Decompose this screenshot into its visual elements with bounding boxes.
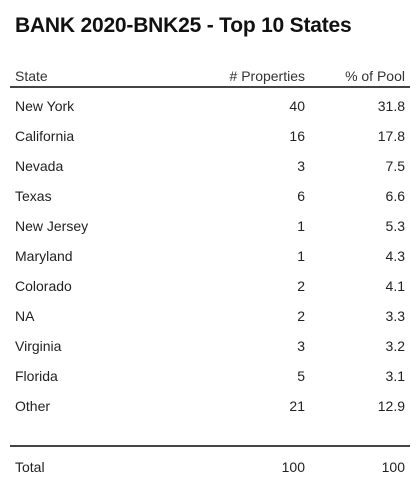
row-pool: 3.3 xyxy=(385,308,405,324)
row-state: Texas xyxy=(15,188,52,204)
table-row: Other 21 12.9 xyxy=(10,396,410,418)
table-row: Maryland 1 4.3 xyxy=(10,246,410,268)
row-pool: 17.8 xyxy=(377,128,405,144)
table-row: New York 40 31.8 xyxy=(10,96,410,118)
row-properties: 1 xyxy=(297,248,305,264)
total-properties: 100 xyxy=(281,459,305,475)
total-pool: 100 xyxy=(381,459,405,475)
header-pool: % of Pool xyxy=(345,68,405,84)
total-label: Total xyxy=(15,459,45,475)
table-row: Florida 5 3.1 xyxy=(10,366,410,388)
row-state: Colorado xyxy=(15,278,72,294)
total-row: Total 100 100 xyxy=(10,457,410,479)
table-header: State # Properties % of Pool xyxy=(10,66,410,88)
table-row: Colorado 2 4.1 xyxy=(10,276,410,298)
row-properties: 16 xyxy=(289,128,305,144)
row-pool: 3.2 xyxy=(385,338,405,354)
row-pool: 6.6 xyxy=(385,188,405,204)
header-state: State xyxy=(15,68,48,84)
table-row: NA 2 3.3 xyxy=(10,306,410,328)
row-pool: 4.3 xyxy=(385,248,405,264)
row-state: NA xyxy=(15,308,35,324)
table-title: BANK 2020-BNK25 - Top 10 States xyxy=(15,14,352,37)
row-pool: 12.9 xyxy=(377,398,405,414)
row-properties: 3 xyxy=(297,338,305,354)
table-row: California 16 17.8 xyxy=(10,126,410,148)
row-state: Virginia xyxy=(15,338,62,354)
header-properties: # Properties xyxy=(229,68,305,84)
table-row: Texas 6 6.6 xyxy=(10,186,410,208)
row-state: Nevada xyxy=(15,158,64,174)
row-state: California xyxy=(15,128,75,144)
row-properties: 6 xyxy=(297,188,305,204)
row-state: Maryland xyxy=(15,248,73,264)
row-properties: 21 xyxy=(289,398,305,414)
total-divider xyxy=(10,445,410,447)
table-row: Virginia 3 3.2 xyxy=(10,336,410,358)
row-pool: 4.1 xyxy=(385,278,405,294)
row-state: New York xyxy=(15,98,75,114)
row-pool: 5.3 xyxy=(385,218,405,234)
row-properties: 1 xyxy=(297,218,305,234)
row-pool: 31.8 xyxy=(377,98,405,114)
row-pool: 7.5 xyxy=(385,158,405,174)
row-state: Florida xyxy=(15,368,58,384)
row-properties: 5 xyxy=(297,368,305,384)
row-properties: 2 xyxy=(297,278,305,294)
row-properties: 3 xyxy=(297,158,305,174)
row-properties: 40 xyxy=(289,98,305,114)
row-state: New Jersey xyxy=(15,218,89,234)
table-row: Nevada 3 7.5 xyxy=(10,156,410,178)
row-properties: 2 xyxy=(297,308,305,324)
row-pool: 3.1 xyxy=(385,368,405,384)
table-row: New Jersey 1 5.3 xyxy=(10,216,410,238)
row-state: Other xyxy=(15,398,51,414)
